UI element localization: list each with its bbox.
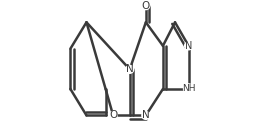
Text: O: O: [109, 110, 117, 120]
Text: NH: NH: [182, 84, 195, 93]
Circle shape: [142, 111, 150, 119]
Text: N: N: [185, 41, 192, 51]
Text: N: N: [126, 64, 134, 74]
Circle shape: [142, 2, 150, 10]
Circle shape: [109, 111, 117, 119]
Text: N: N: [142, 110, 150, 120]
Circle shape: [185, 42, 193, 50]
Text: O: O: [142, 1, 150, 11]
Circle shape: [126, 65, 134, 73]
Circle shape: [184, 84, 194, 94]
